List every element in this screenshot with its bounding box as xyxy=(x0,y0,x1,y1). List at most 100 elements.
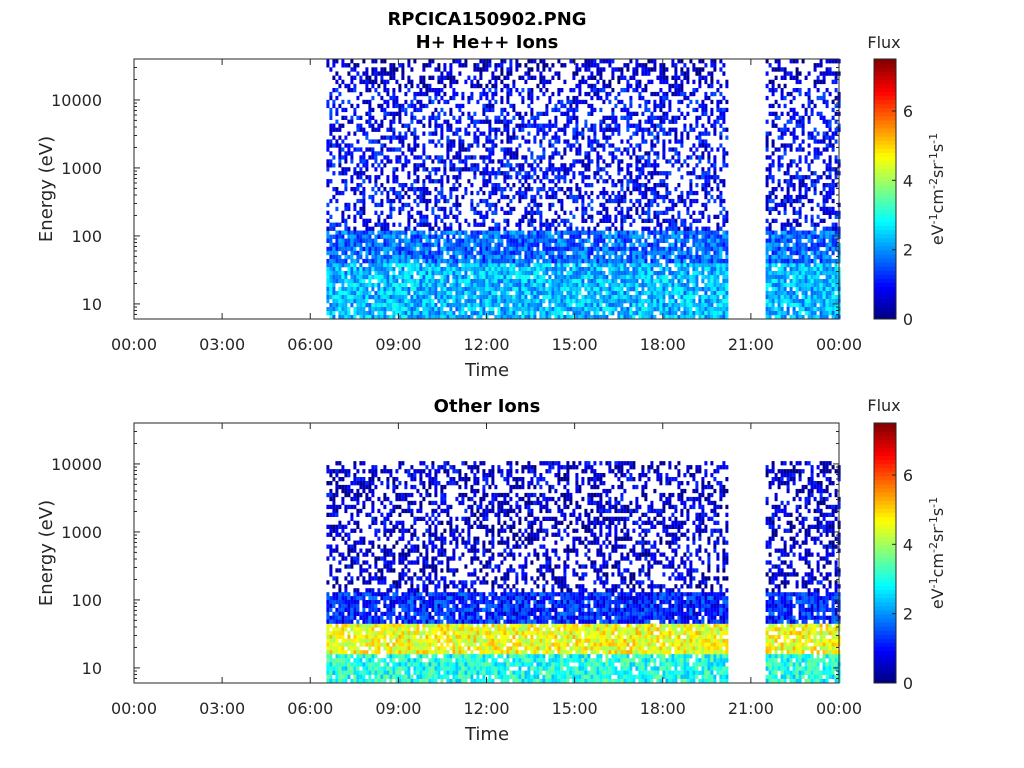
spectrogram-cell xyxy=(440,299,444,304)
spectrogram-cell xyxy=(395,99,399,105)
spectrogram-cell xyxy=(638,123,642,128)
spectrogram-cell xyxy=(653,214,657,219)
spectrogram-cell xyxy=(701,202,705,208)
spectrogram-cell xyxy=(329,263,333,268)
spectrogram-cell xyxy=(566,218,570,223)
spectrogram-cell xyxy=(389,71,393,76)
spectrogram-cell xyxy=(677,234,681,239)
spectrogram-cell xyxy=(566,167,570,172)
spectrogram-cell xyxy=(458,303,462,308)
spectrogram-cell xyxy=(494,222,498,227)
spectrogram-cell xyxy=(509,275,513,280)
spectrogram-cell xyxy=(452,303,456,308)
spectrogram-cell xyxy=(482,291,486,296)
spectrogram-cell xyxy=(641,263,645,268)
spectrogram-cell xyxy=(368,295,372,300)
spectrogram-cell xyxy=(419,198,423,204)
spectrogram-cell xyxy=(695,147,699,152)
spectrogram-cell xyxy=(329,67,333,72)
spectrogram-cell xyxy=(677,91,681,97)
spectrogram-cell xyxy=(476,210,480,215)
spectrogram-cell xyxy=(635,279,639,284)
spectrogram-cell xyxy=(650,175,654,180)
spectrogram-cell xyxy=(644,127,648,132)
spectrogram-cell xyxy=(497,171,501,176)
spectrogram-cell xyxy=(641,267,645,272)
spectrogram-cell xyxy=(458,275,462,280)
spectrogram-cell xyxy=(431,315,435,320)
spectrogram-cell xyxy=(572,246,576,252)
spectrogram-cell xyxy=(422,83,426,89)
spectrogram-cell xyxy=(398,315,402,320)
spectrogram-cell xyxy=(374,258,378,264)
spectrogram-cell xyxy=(407,287,411,292)
spectrogram-cell xyxy=(398,291,402,296)
spectrogram-cell xyxy=(626,167,630,172)
spectrogram-cell xyxy=(392,198,396,204)
spectrogram-cell xyxy=(491,187,495,192)
spectrogram-cell xyxy=(410,250,414,256)
spectrogram-cell xyxy=(683,271,687,276)
spectrogram-cell xyxy=(677,214,681,219)
spectrogram-cell xyxy=(710,315,714,320)
spectrogram-cell xyxy=(599,119,603,124)
spectrogram-cell xyxy=(449,303,453,308)
spectrogram-cell xyxy=(656,183,660,188)
spectrogram-cell xyxy=(509,234,513,239)
spectrogram-cell xyxy=(713,258,717,264)
spectrogram-cell xyxy=(632,151,636,156)
spectrogram-cell xyxy=(686,79,690,85)
spectrogram-cell xyxy=(674,151,678,156)
spectrogram-cell xyxy=(692,167,696,172)
spectrogram-cell xyxy=(527,291,531,296)
spectrogram-cell xyxy=(695,242,699,248)
spectrogram-cell xyxy=(458,151,462,156)
spectrogram-cell xyxy=(524,287,528,292)
spectrogram-cell xyxy=(437,254,441,260)
spectrogram-cell xyxy=(329,115,333,120)
spectrogram-cell xyxy=(608,63,612,68)
spectrogram-cell xyxy=(656,139,660,144)
spectrogram-cell xyxy=(638,190,642,196)
spectrogram-cell xyxy=(344,159,348,164)
spectrogram-cell xyxy=(506,71,510,76)
spectrogram-cell xyxy=(560,167,564,172)
spectrogram-cell xyxy=(578,271,582,276)
spectrogram-cell xyxy=(593,123,597,128)
spectrogram-cell xyxy=(389,123,393,128)
spectrogram-cell xyxy=(434,295,438,300)
spectrogram-cell xyxy=(554,115,558,120)
spectrogram-cell xyxy=(326,183,330,188)
spectrogram-cell xyxy=(614,127,618,132)
spectrogram-cell xyxy=(623,242,627,248)
spectrogram-cell xyxy=(344,250,348,256)
spectrogram-cell xyxy=(551,218,555,223)
spectrogram-cell xyxy=(713,163,717,168)
spectrogram-cell xyxy=(410,315,414,320)
spectrogram-cell xyxy=(386,159,390,164)
spectrogram-cell xyxy=(641,63,645,68)
spectrogram-cell xyxy=(569,283,573,288)
spectrogram-cell xyxy=(482,103,486,109)
spectrogram-cell xyxy=(602,187,606,192)
spectrogram-cell xyxy=(713,119,717,124)
spectrogram-cell xyxy=(668,254,672,260)
spectrogram-cell xyxy=(698,135,702,140)
spectrogram-cell xyxy=(515,175,519,180)
spectrogram-cell xyxy=(680,190,684,196)
spectrogram-cell xyxy=(494,230,498,235)
spectrogram-cell xyxy=(707,218,711,223)
spectrogram-cell xyxy=(347,147,351,152)
spectrogram-cell xyxy=(629,179,633,184)
spectrogram-cell xyxy=(656,279,660,284)
spectrogram-cell xyxy=(683,291,687,296)
spectrogram-cell xyxy=(668,250,672,256)
spectrogram-cell xyxy=(614,246,618,252)
spectrogram-cell xyxy=(659,254,663,260)
spectrogram-cell xyxy=(377,258,381,264)
spectrogram-cell xyxy=(617,147,621,152)
spectrogram-cell xyxy=(326,210,330,215)
spectrogram-cell xyxy=(647,283,651,288)
spectrogram-cell xyxy=(488,250,492,256)
spectrogram-cell xyxy=(467,287,471,292)
